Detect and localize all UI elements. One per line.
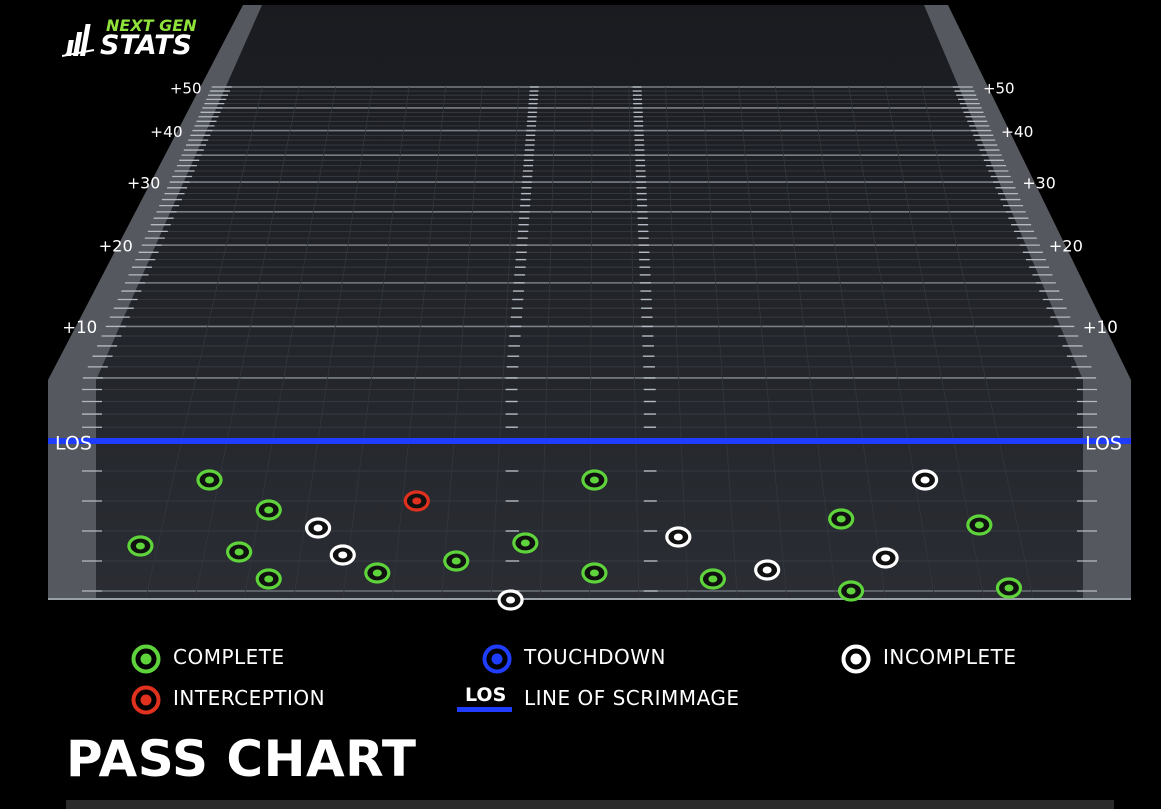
- grid-column-line: [441, 86, 483, 601]
- los-badge-bar: [457, 707, 512, 712]
- pass-point-complete: [837, 580, 865, 602]
- field-surface: [96, 5, 1083, 600]
- pass-point-incomplete: [911, 469, 939, 491]
- y-tick-label-left: +40: [150, 123, 182, 141]
- table-header-bar: [66, 800, 1114, 809]
- grid-column-line: [885, 86, 985, 601]
- pass-point-complete: [127, 535, 154, 557]
- pass-point-complete: [581, 469, 608, 491]
- grid-column-line: [589, 86, 593, 601]
- pass-point-complete: [966, 514, 993, 536]
- interception-ring-icon: [131, 685, 161, 715]
- pass-point-complete: [364, 562, 391, 584]
- los-label-right: LOS: [1085, 433, 1122, 455]
- grid-column-line: [665, 86, 689, 601]
- grid-column-line: [701, 86, 738, 601]
- pass-point-complete: [995, 577, 1023, 599]
- bars-logo-icon: [62, 24, 95, 57]
- legend-complete-label: COMPLETE: [173, 645, 285, 669]
- pass-point-complete: [255, 499, 282, 521]
- pass-point-incomplete: [304, 517, 332, 539]
- grid-column-line: [811, 86, 886, 601]
- y-tick-label-left: +30: [127, 174, 160, 193]
- grid-column-line: [539, 86, 556, 601]
- pass-point-incomplete: [872, 547, 899, 569]
- pass-point-complete: [226, 541, 253, 563]
- grid-column-line: [848, 86, 936, 601]
- grid-column-line: [738, 86, 788, 601]
- grid-column-line: [391, 86, 447, 601]
- pass-point-complete: [581, 562, 608, 584]
- grid-column-line: [144, 86, 263, 601]
- grid-column-line: [628, 86, 640, 601]
- y-tick-label-right: +20: [1049, 237, 1083, 256]
- pass-point-incomplete: [497, 589, 524, 611]
- pass-point-complete: [512, 532, 539, 554]
- legend-los-label: LINE OF SCRIMMAGE: [524, 686, 740, 710]
- y-tick-label-right: +50: [983, 80, 1015, 98]
- y-tick-labels: +10 +10 +20 +20 +30 +30 +40 +40 +50 +50: [62, 80, 1118, 337]
- nextgen-stats-logo: NEXT GEN STATS: [62, 16, 222, 64]
- y-tick-label-left: +10: [62, 318, 97, 337]
- legend-incomplete-label: INCOMPLETE: [883, 645, 1017, 669]
- legend-interception-label: INTERCEPTION: [173, 686, 326, 710]
- grid-column-line: [293, 86, 373, 601]
- pass-point-complete: [255, 568, 282, 590]
- touchdown-ring-icon: [482, 644, 512, 674]
- los-label-left: LOS: [55, 433, 92, 455]
- grid-column-line: [921, 86, 1035, 601]
- grid-column-line: [342, 86, 410, 601]
- y-tick-label-right: +10: [1083, 318, 1118, 337]
- grid-column-line: [775, 86, 837, 601]
- logo-line1: NEXT GEN: [106, 16, 197, 35]
- los-badge-label: LOS: [465, 684, 507, 706]
- page-title: PASS CHART: [66, 730, 417, 788]
- pass-point-incomplete: [754, 559, 781, 581]
- pass-point-complete: [443, 550, 470, 572]
- hash-marks: [82, 86, 1097, 592]
- y-tick-label-left: +50: [170, 80, 202, 98]
- pass-point-incomplete: [665, 526, 692, 548]
- los-badge: LOS: [457, 684, 513, 712]
- field-chart: +10 +10 +20 +20 +30 +30 +40 +40 +50 +50 LOS LOS: [48, 5, 1131, 611]
- yard-grid: [48, 86, 1131, 601]
- pass-point-complete: [699, 568, 726, 590]
- grid-column-line: [194, 86, 300, 601]
- pass-point-interception: [403, 490, 430, 512]
- y-tick-label-left: +20: [99, 237, 133, 256]
- grid-column-line: [490, 86, 520, 601]
- pass-point-complete: [196, 469, 223, 491]
- pass-points: [127, 469, 1023, 611]
- legend-touchdown-label: TOUCHDOWN: [524, 645, 666, 669]
- pass-point-incomplete: [329, 544, 356, 566]
- incomplete-ring-icon: [841, 644, 871, 674]
- logo-line2: STATS: [100, 30, 192, 61]
- complete-ring-icon: [131, 644, 161, 674]
- y-tick-label-right: +40: [1001, 123, 1033, 141]
- y-tick-label-right: +30: [1022, 174, 1055, 193]
- pass-point-complete: [828, 508, 855, 530]
